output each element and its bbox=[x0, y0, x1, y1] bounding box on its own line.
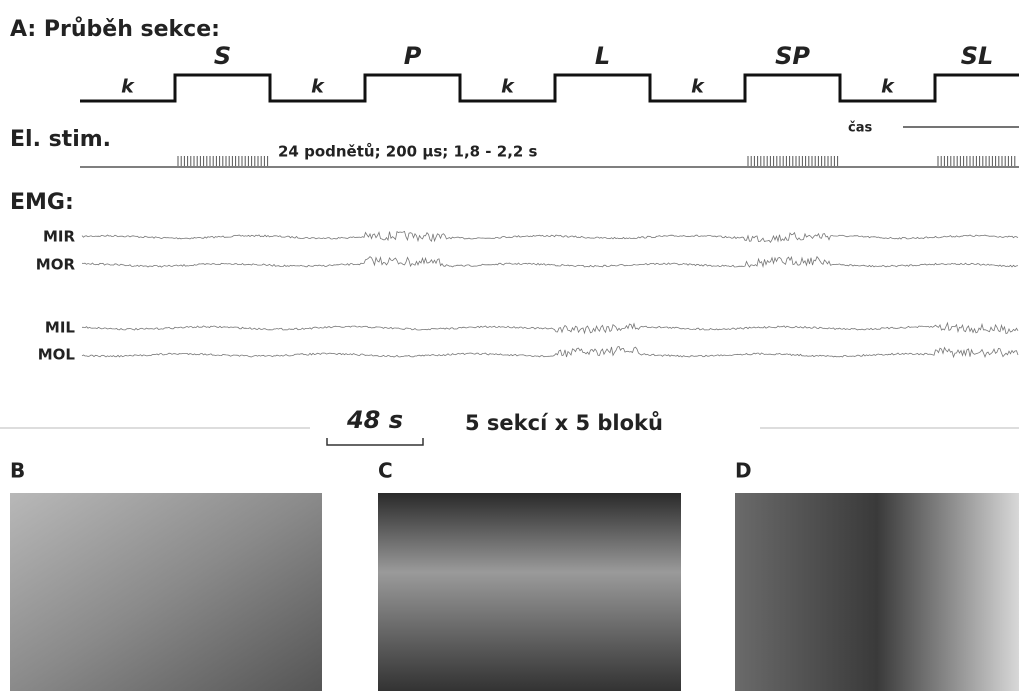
emg-trace bbox=[82, 323, 1018, 334]
section-label: k bbox=[691, 76, 705, 98]
panel-label: C bbox=[378, 459, 393, 483]
stim-label: El. stim. bbox=[10, 127, 111, 152]
emg-trace bbox=[82, 231, 1018, 242]
section-label: k bbox=[881, 76, 895, 98]
figure: A: Průběh sekce: El. stim. 24 podnětů; 2… bbox=[0, 0, 1019, 691]
channel-label: MOR bbox=[36, 256, 76, 274]
panel-label: D bbox=[735, 459, 752, 483]
photo-finger bbox=[378, 493, 681, 691]
section-label: SP bbox=[775, 42, 810, 70]
channel-label: MIR bbox=[43, 228, 76, 246]
channel-label: MIL bbox=[45, 319, 76, 337]
photo-hand bbox=[10, 493, 322, 691]
scale-note: 5 sekcí x 5 bloků bbox=[465, 411, 663, 435]
section-label: S bbox=[214, 42, 231, 70]
section-label: L bbox=[595, 42, 610, 70]
emg-trace bbox=[82, 257, 1018, 268]
section-wave bbox=[80, 75, 1019, 101]
photo-subject bbox=[735, 493, 1019, 691]
section-label: k bbox=[501, 76, 515, 98]
panel-title: A: Průběh sekce: bbox=[10, 17, 220, 42]
emg-trace bbox=[82, 347, 1018, 358]
section-label: P bbox=[404, 42, 422, 70]
emg-label: EMG: bbox=[10, 190, 74, 215]
section-label: k bbox=[121, 76, 135, 98]
channel-label: MOL bbox=[38, 346, 76, 364]
section-label: k bbox=[311, 76, 325, 98]
scale-bar bbox=[327, 438, 423, 445]
scale-label: 48 s bbox=[346, 406, 403, 434]
stim-description: 24 podnětů; 200 µs; 1,8 - 2,2 s bbox=[278, 143, 538, 161]
time-label: čas bbox=[848, 121, 872, 136]
panel-label: B bbox=[10, 459, 25, 483]
section-label: SL bbox=[961, 42, 994, 70]
